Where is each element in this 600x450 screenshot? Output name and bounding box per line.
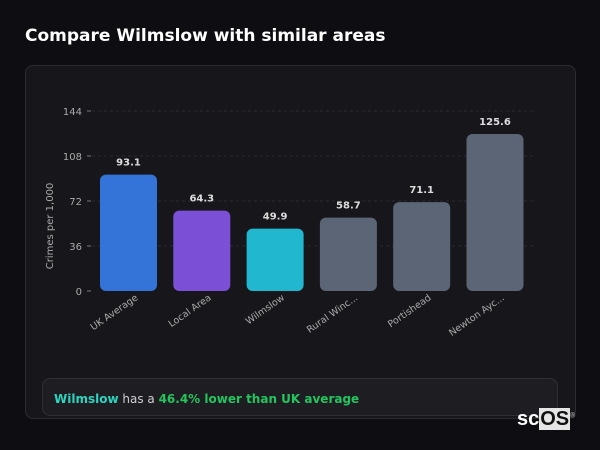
x-tick-label: Newton Ayc... [447,292,507,338]
y-tick-label: 72 [69,197,82,208]
y-tick-label: 108 [63,152,82,163]
data-label: 58.7 [336,201,361,212]
data-label: 71.1 [409,185,434,196]
x-tick-label: UK Average [89,292,141,333]
data-label: 64.3 [189,194,214,205]
x-tick-label: Portishead [386,292,433,330]
bar-3 [319,217,377,291]
scos-logo: scOS® [517,408,576,430]
data-label: 93.1 [116,158,141,169]
x-tick-label: Rural Winc... [305,292,360,335]
bar-5 [466,134,524,291]
data-label: 49.9 [263,212,288,223]
bar-1 [173,210,231,291]
area-name: Wilmslow [54,392,119,406]
comparison-highlight: 46.4% lower than UK average [158,392,360,406]
page-title: Compare Wilmslow with similar areas [25,26,386,46]
bar-0 [100,174,157,291]
y-tick-label: 0 [76,287,82,298]
x-tick-label: Wilmslow [244,292,287,327]
y-tick-label: 36 [69,242,82,253]
bar-4 [393,202,451,291]
y-tick-label: 144 [63,107,82,118]
bar-chart: 0 36 72 108 144 Crimes per 1,000 93.1 UK Averag… [45,107,536,339]
summary-text: has a [118,392,159,406]
bar-2 [246,228,304,291]
comparison-summary: Wilmslow has a 46.4% lower than UK avera… [42,378,558,416]
chart-card: 0 36 72 108 144 Crimes per 1,000 93.1 UK Averag… [25,65,576,419]
data-label: 125.6 [479,117,511,128]
x-tick-label: Local Area [167,292,214,329]
y-axis-label: Crimes per 1,000 [45,183,56,270]
